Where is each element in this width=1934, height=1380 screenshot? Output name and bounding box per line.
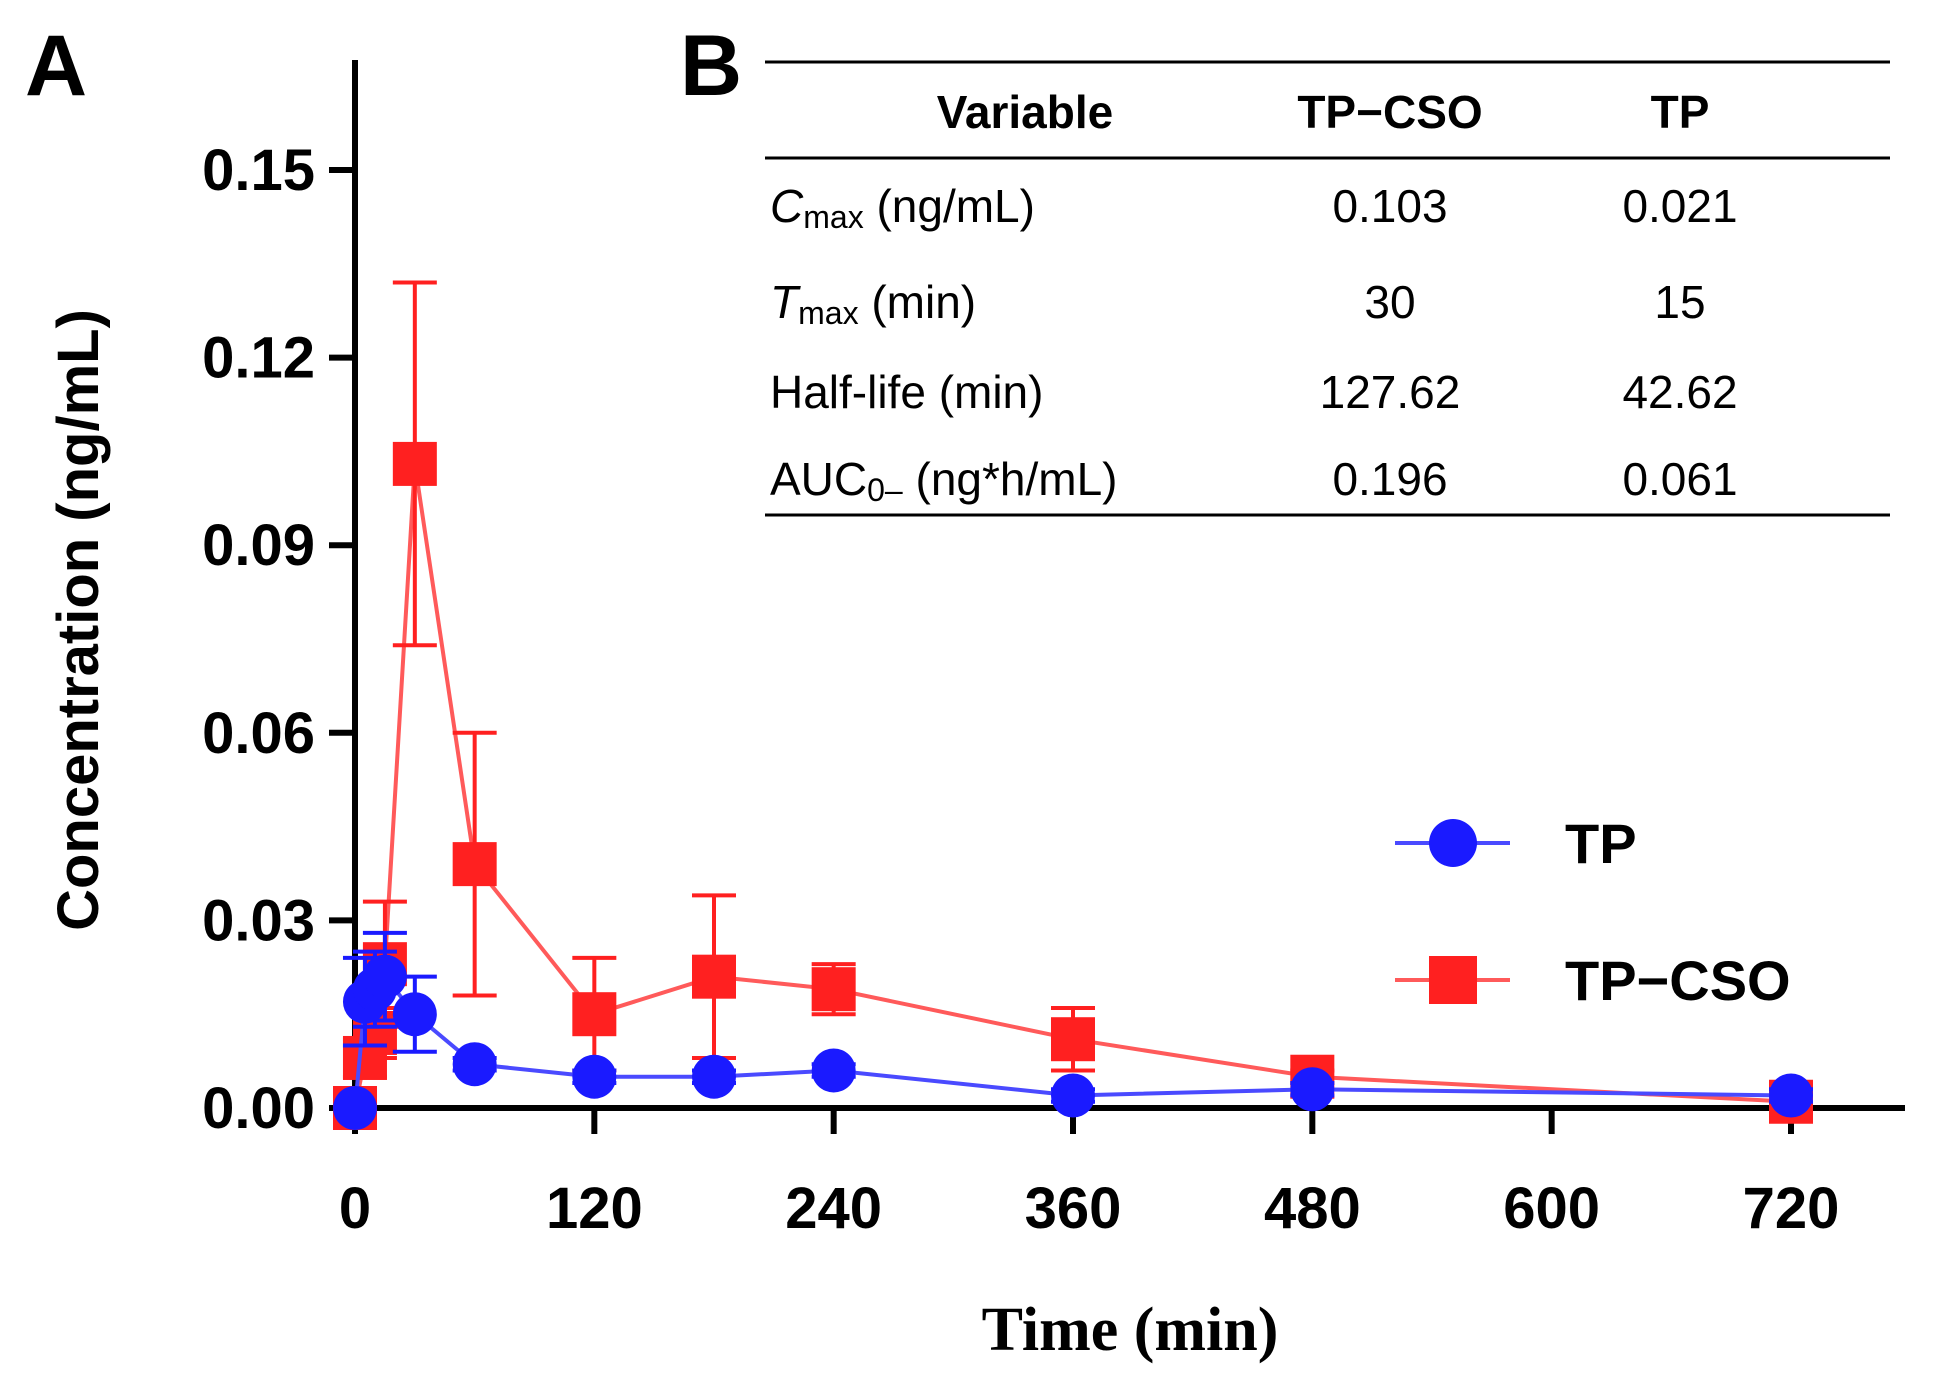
panel-b-label: B [680, 18, 742, 114]
data-point [392, 441, 437, 486]
table-cell-variable: Tmax (min) [770, 276, 976, 331]
table-cell-tp: 0.021 [1622, 180, 1737, 232]
data-point [392, 992, 437, 1037]
table-cell-tp-cso: 30 [1364, 276, 1415, 328]
table-cell-tp: 42.62 [1622, 366, 1737, 418]
data-point [1051, 1017, 1095, 1062]
table-rows: Cmax (ng/mL) 0.103 0.021 Tmax (min) 30 15 Half… [770, 180, 1738, 508]
table-header-variable: Variable [937, 86, 1113, 138]
x-tick-label: 600 [1503, 1176, 1600, 1241]
legend-marker [1429, 819, 1477, 867]
x-axis-label: Time (min) [982, 1296, 1279, 1364]
data-point [1769, 1073, 1813, 1118]
legend-marker [1429, 956, 1477, 1004]
y-tick-label: 0.06 [202, 701, 315, 766]
data-point [572, 992, 617, 1037]
y-tick-label: 0.12 [202, 326, 315, 391]
legend-label: TP [1565, 812, 1637, 875]
table-cell-variable: Half-life (min) [770, 366, 1043, 418]
series-tp [333, 930, 1813, 1130]
legend-label: TP−CSO [1565, 949, 1791, 1012]
data-point [692, 1054, 736, 1099]
table-cell-variable: Cmax (ng/mL) [770, 180, 1035, 235]
x-tick-label: 0 [339, 1176, 371, 1241]
y-axis-label: Concentration (ng/mL) [46, 309, 111, 931]
legend: TP TP−CSO [1395, 812, 1791, 1012]
data-point [692, 954, 736, 999]
table-cell-tp: 15 [1654, 276, 1705, 328]
data-point [1051, 1073, 1095, 1118]
table-cell-variable: AUC0– (ng*h/mL) [770, 453, 1117, 508]
x-tick-label: 720 [1743, 1176, 1840, 1241]
data-point [333, 1086, 377, 1130]
x-tick-label: 120 [546, 1176, 643, 1241]
table-header-tp: TP [1651, 86, 1710, 138]
table-cell-tp-cso: 127.62 [1320, 366, 1461, 418]
data-point [362, 954, 407, 999]
y-tick-label: 0.03 [202, 888, 315, 953]
panel-a-label: A [25, 18, 87, 114]
table-cell-tp-cso: 0.196 [1332, 453, 1447, 505]
x-tick-label: 240 [785, 1176, 882, 1241]
data-point [811, 1048, 856, 1093]
y-tick-label: 0.00 [202, 1076, 315, 1141]
pk-parameters-table: Variable TP−CSO TP Cmax (ng/mL) 0.103 0.02… [765, 60, 1890, 517]
data-point [1290, 1067, 1335, 1112]
data-point [452, 842, 497, 887]
x-tick-label: 360 [1025, 1176, 1122, 1241]
y-tick-label: 0.15 [202, 138, 315, 203]
table-header-tp-cso: TP−CSO [1297, 86, 1482, 138]
data-point [452, 1042, 497, 1087]
table-cell-tp: 0.061 [1622, 453, 1737, 505]
concentration-time-chart: 0.00 0.03 0.06 0.09 0.12 0.15 0 120 240 360 480 600… [46, 60, 1905, 1364]
data-point [572, 1054, 617, 1099]
data-point [811, 967, 856, 1012]
x-tick-label: 480 [1264, 1176, 1361, 1241]
y-tick-label: 0.09 [202, 513, 315, 578]
table-cell-tp-cso: 0.103 [1332, 180, 1447, 232]
